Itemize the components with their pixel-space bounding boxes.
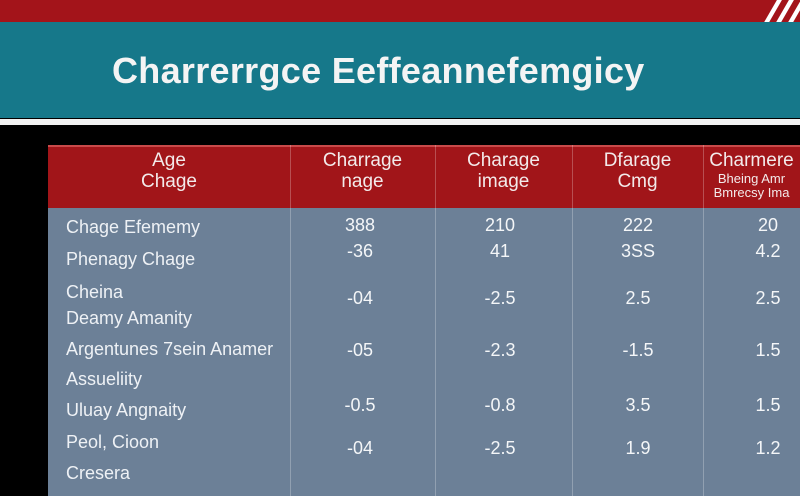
cell-value: -1.5: [622, 340, 654, 360]
header-text: Chage: [141, 171, 197, 192]
cell-value: -2.3: [484, 340, 516, 360]
row-label: Deamy Amanity: [66, 308, 193, 328]
title-band: [0, 22, 800, 118]
cell-value: 3.5: [625, 395, 651, 415]
column-separator: [572, 145, 573, 496]
row-label: Chage Efememy: [66, 217, 201, 237]
header-text: image: [477, 171, 530, 192]
header-text: Cmg: [617, 171, 658, 192]
header-text: Age: [152, 150, 186, 171]
column-separator: [290, 145, 291, 496]
row-label: Argentunes 7sein Anamer: [66, 339, 274, 359]
divider: [0, 119, 800, 125]
row-label: Uluay Angnaity: [66, 400, 187, 420]
row-label: Peol, Cioon: [66, 432, 160, 452]
cell-value: 1.5: [755, 395, 781, 415]
cell-value: 388: [344, 215, 376, 235]
cell-value: -04: [346, 288, 373, 308]
row-label: Assueliity: [66, 369, 143, 389]
cell-value: 2.5: [625, 288, 651, 308]
cell-value: 1.9: [625, 438, 651, 458]
cell-value: 2.5: [755, 288, 781, 308]
cell-value: 20: [757, 215, 779, 235]
cell-value: 3SS: [620, 241, 656, 261]
cell-value: 41: [489, 241, 511, 261]
header-text: Bmrecsy Ima: [713, 185, 790, 200]
top-bar: [0, 0, 800, 22]
header-text: Charrage: [322, 150, 403, 171]
cell-value: 4.2: [755, 241, 781, 261]
cell-value: -2.5: [484, 438, 516, 458]
cell-value: -2.5: [484, 288, 516, 308]
row-label: Cheina: [66, 282, 124, 302]
cell-value: 210: [484, 215, 516, 235]
cell-value: -36: [346, 241, 373, 261]
cell-value: -04: [346, 438, 373, 458]
cell-value: -0.8: [484, 395, 516, 415]
header-text: nage: [341, 171, 384, 192]
cell-value: -0.5: [344, 395, 376, 415]
header-text: Bheing Amr: [717, 171, 786, 186]
row-label: Cresera: [66, 463, 131, 483]
column-separator: [435, 145, 436, 496]
slide-title: Charrerrgce Eeffeannefemgicy: [112, 50, 645, 91]
cell-value: 222: [622, 215, 654, 235]
header-text: Charmere: [709, 150, 794, 171]
header-text: Charage: [467, 150, 540, 171]
table-header: [48, 145, 800, 208]
cell-value: -05: [346, 340, 373, 360]
column-separator: [703, 145, 704, 496]
cell-value: 1.2: [755, 438, 781, 458]
cell-value: 1.5: [755, 340, 781, 360]
header-text: Dfarage: [603, 150, 672, 171]
row-label: Phenagy Chage: [66, 249, 196, 269]
